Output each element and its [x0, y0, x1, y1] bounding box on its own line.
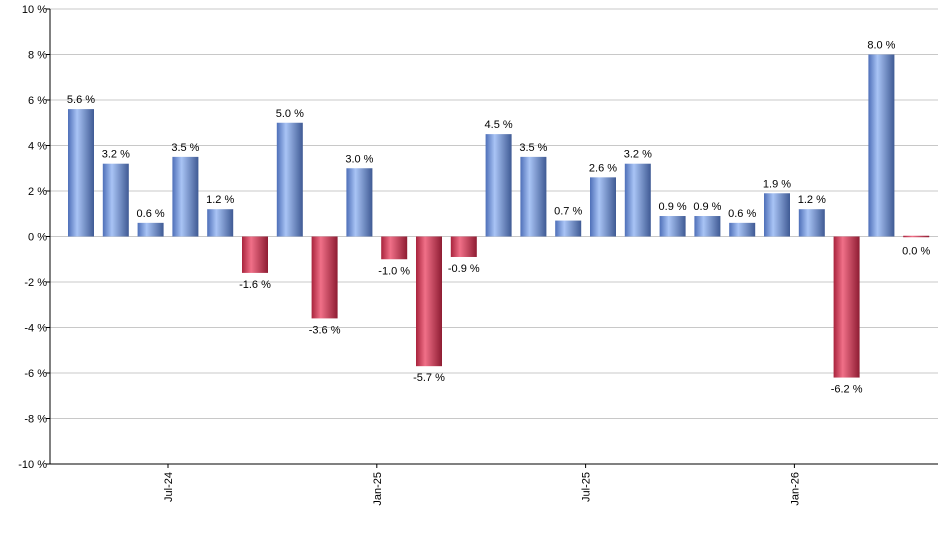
y-tick-label: 0 % [28, 232, 47, 244]
bar [207, 209, 234, 237]
data-label: 3.2 % [102, 149, 130, 161]
data-label: 3.5 % [171, 142, 199, 154]
bar [450, 236, 477, 257]
data-label: 5.0 % [276, 108, 304, 120]
bar [102, 163, 129, 237]
data-label: 0.0 % [902, 246, 930, 258]
data-label: 2.6 % [589, 162, 617, 174]
bar [868, 54, 895, 237]
data-label: 1.2 % [206, 194, 234, 206]
data-label: 0.7 % [554, 206, 582, 218]
bars [68, 54, 930, 378]
data-label: -0.9 % [448, 263, 480, 275]
bar [659, 216, 686, 237]
y-tick-label: 2 % [28, 186, 47, 198]
bar [242, 236, 268, 273]
data-label: 3.2 % [624, 149, 652, 161]
bar [624, 163, 651, 237]
data-label: 0.6 % [137, 208, 165, 220]
bar [485, 134, 512, 237]
data-label: -5.7 % [413, 372, 445, 384]
bar [764, 193, 790, 237]
bar [172, 156, 199, 237]
data-label: -6.2 % [831, 384, 863, 396]
y-tick-label: 8 % [28, 50, 47, 62]
data-label: 1.9 % [763, 178, 791, 190]
y-tick-label: -6 % [24, 368, 47, 380]
data-label: 0.9 % [659, 201, 687, 213]
y-tick-label: 10 % [22, 4, 47, 16]
y-tick-label: -10 % [18, 459, 47, 471]
data-label: 4.5 % [485, 119, 513, 131]
x-tick-label: Jan-25 [372, 472, 384, 506]
data-label: -1.6 % [239, 279, 271, 291]
data-label: 8.0 % [867, 40, 895, 52]
data-label: 0.9 % [693, 201, 721, 213]
data-label: -3.6 % [309, 324, 341, 336]
bar [346, 168, 373, 237]
x-tick-label: Jul-24 [163, 472, 175, 502]
data-labels: 5.6 % 3.2 % 0.6 % 3.5 % 1.2 % -1.6 % 5.0 % -3.6… [67, 40, 931, 396]
bar [729, 222, 756, 237]
bar [694, 216, 721, 237]
y-tick-label: -2 % [24, 277, 47, 289]
y-tick-label: 6 % [28, 95, 47, 107]
bar [903, 235, 930, 238]
bar [68, 109, 94, 237]
bar [416, 236, 442, 367]
bar [590, 177, 616, 237]
y-tick-label: -8 % [24, 414, 47, 426]
y-tick-label: -4 % [24, 323, 47, 335]
data-label: 5.6 % [67, 94, 95, 106]
bar [555, 220, 582, 237]
data-label: 0.6 % [728, 208, 756, 220]
y-axis: -10 % -8 % -6 % -4 % -2 % 0 % 2 % 4 % 6 % 8 % 10 % [18, 4, 51, 471]
x-axis: Jul-24 Jan-25 Jul-25 Jan-26 [50, 463, 938, 506]
bar [520, 156, 547, 237]
bar [276, 122, 303, 237]
bar [833, 236, 860, 378]
bar [798, 209, 825, 237]
x-tick-label: Jan-26 [789, 472, 801, 506]
data-label: 3.0 % [345, 153, 373, 165]
bar [311, 236, 338, 319]
data-label: 3.5 % [519, 142, 547, 154]
y-tick-label: 4 % [28, 141, 47, 153]
bar [381, 236, 408, 260]
x-tick-label: Jul-25 [581, 472, 593, 502]
data-label: -1.0 % [378, 265, 410, 277]
data-label: 1.2 % [798, 194, 826, 206]
bar [137, 222, 164, 237]
